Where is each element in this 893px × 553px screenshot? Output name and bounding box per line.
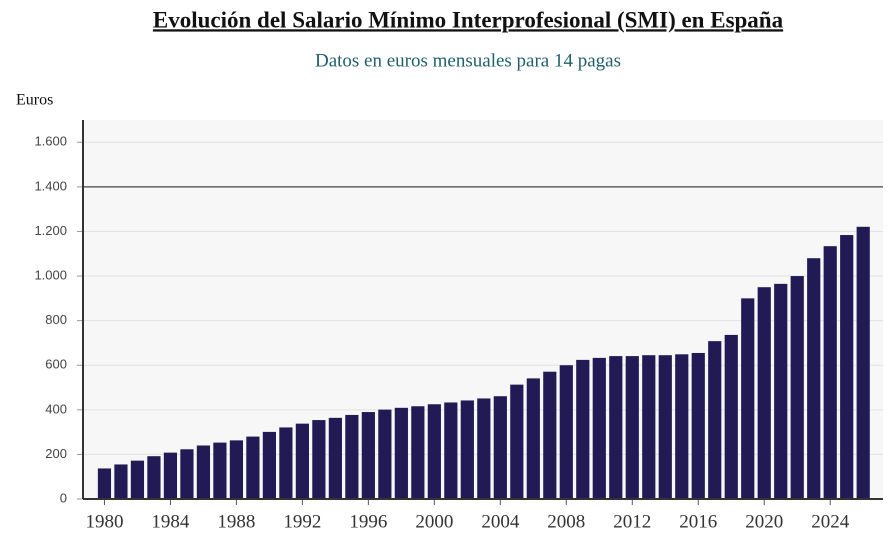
bar — [840, 235, 854, 499]
bar — [576, 359, 590, 499]
bar — [460, 400, 474, 499]
bar — [691, 352, 705, 499]
bar — [279, 427, 293, 499]
bar — [807, 258, 821, 499]
bar — [295, 423, 309, 499]
bar — [856, 226, 870, 499]
bar — [213, 442, 227, 499]
x-tick-label: 1996 — [349, 511, 387, 532]
y-tick-label: 1.000 — [34, 267, 67, 282]
bar — [642, 355, 656, 499]
y-tick-label: 200 — [45, 446, 67, 461]
x-tick-label: 2012 — [613, 511, 651, 532]
bar — [246, 436, 260, 499]
bar — [724, 334, 738, 499]
x-tick-label: 1988 — [217, 511, 255, 532]
chart-subtitle: Datos en euros mensuales para 14 pagas — [315, 50, 621, 71]
x-tick-label: 1980 — [85, 511, 123, 532]
y-tick-label: 1.400 — [34, 178, 67, 193]
x-tick-label: 1984 — [151, 511, 190, 532]
bar — [394, 407, 408, 499]
bar — [130, 460, 145, 499]
bar — [592, 357, 606, 499]
bar — [741, 298, 755, 499]
bar — [147, 456, 161, 499]
y-tick-label: 1.600 — [34, 134, 67, 149]
x-tick-label: 2008 — [547, 511, 585, 532]
bar — [625, 356, 639, 499]
bar — [658, 355, 672, 499]
bar — [526, 378, 540, 499]
y-tick-label: 600 — [45, 357, 67, 372]
x-tick-label: 2020 — [745, 511, 783, 532]
x-tick-label: 2024 — [811, 511, 850, 532]
bar — [163, 452, 178, 499]
x-tick-label: 1992 — [283, 511, 321, 532]
y-tick-label: 800 — [45, 312, 67, 327]
bar — [823, 246, 837, 499]
y-tick-label: 0 — [60, 490, 67, 505]
bar — [675, 354, 689, 499]
bar — [444, 402, 458, 499]
y-axis-label: Euros — [16, 92, 53, 109]
bar — [510, 384, 524, 499]
bar — [345, 414, 359, 499]
bar — [790, 276, 804, 499]
bar — [196, 445, 211, 499]
bar — [708, 341, 722, 499]
bar — [493, 396, 507, 499]
bar — [114, 464, 128, 499]
bar — [427, 404, 441, 499]
bar — [229, 440, 243, 499]
x-tick-label: 2016 — [679, 511, 717, 532]
chart-title: Evolución del Salario Mínimo Interprofes… — [153, 7, 784, 32]
bar — [609, 356, 623, 499]
bar — [361, 412, 375, 499]
bar — [411, 406, 425, 499]
x-tick-label: 2000 — [415, 511, 453, 532]
y-tick-label: 1.200 — [34, 223, 67, 238]
bar — [378, 409, 392, 499]
bar — [477, 398, 491, 499]
bar — [757, 287, 771, 499]
bar — [97, 468, 112, 499]
bar — [180, 449, 194, 499]
bar — [328, 417, 342, 499]
bar — [262, 431, 276, 499]
bar — [543, 371, 557, 499]
bar — [774, 283, 788, 499]
bar — [559, 365, 573, 499]
y-tick-label: 400 — [45, 401, 67, 416]
bar — [312, 420, 326, 499]
x-tick-label: 2004 — [481, 511, 520, 532]
